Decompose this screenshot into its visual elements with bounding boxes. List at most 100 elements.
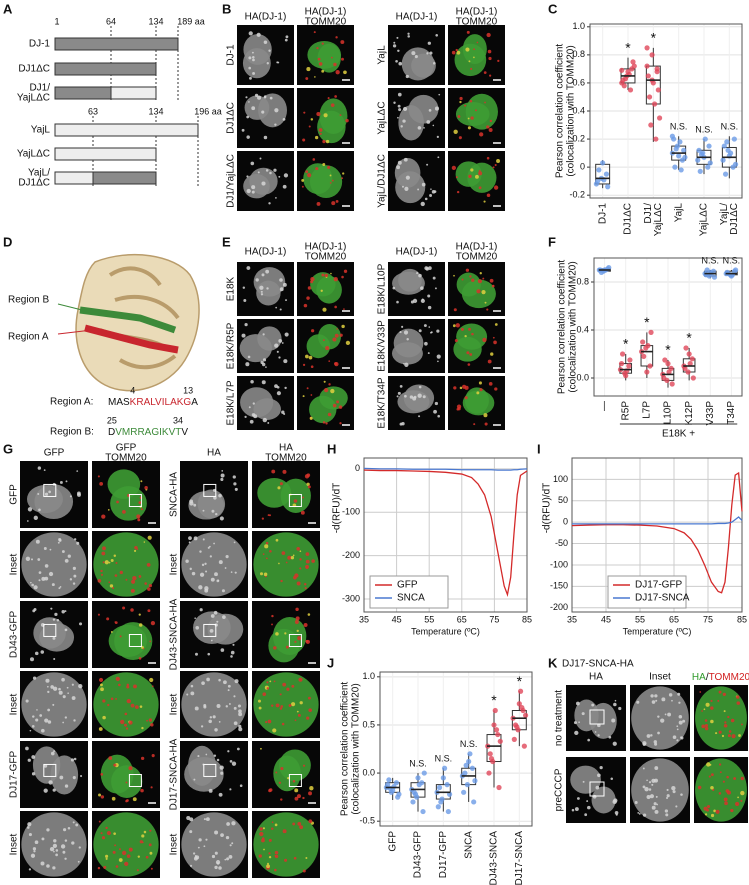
puncta: [405, 175, 410, 180]
puncta: [208, 788, 213, 793]
data-point: [469, 765, 476, 771]
puncta: [201, 681, 205, 685]
puncta: [75, 823, 79, 827]
puncta: [103, 865, 107, 869]
puncta: [53, 839, 57, 843]
puncta: [638, 812, 641, 815]
puncta: [281, 410, 285, 414]
panel-letter: K: [548, 655, 558, 670]
puncta: [257, 95, 262, 100]
puncta: [470, 168, 474, 172]
data-point: [385, 782, 391, 788]
legend-label: DJ17-SNCA: [635, 593, 690, 604]
puncta: [454, 339, 458, 343]
puncta: [469, 275, 472, 278]
header-part: HA: [692, 672, 706, 683]
puncta: [47, 708, 51, 712]
data-point: [721, 143, 727, 149]
puncta: [483, 71, 487, 75]
puncta: [283, 359, 288, 364]
puncta: [466, 351, 470, 355]
puncta: [490, 352, 494, 356]
puncta: [205, 570, 208, 573]
sequence-part: D: [108, 427, 115, 438]
residue-position: 134: [148, 16, 163, 26]
puncta: [30, 581, 32, 584]
puncta: [718, 690, 722, 694]
puncta: [282, 682, 287, 687]
data-point: [683, 345, 689, 351]
puncta: [48, 571, 54, 577]
puncta: [308, 819, 313, 824]
puncta: [311, 329, 315, 333]
puncta: [271, 623, 273, 626]
puncta: [328, 383, 331, 386]
puncta: [133, 549, 137, 553]
puncta: [188, 541, 191, 544]
puncta: [115, 562, 118, 564]
puncta: [71, 841, 75, 845]
puncta: [149, 677, 154, 683]
puncta: [587, 738, 590, 742]
puncta: [332, 403, 337, 408]
puncta: [198, 585, 203, 590]
x-tick-label: 85: [522, 614, 532, 624]
puncta: [486, 193, 491, 197]
cell: [465, 93, 498, 130]
puncta: [231, 821, 236, 826]
puncta: [67, 692, 69, 694]
puncta: [139, 840, 143, 844]
puncta: [273, 168, 277, 172]
puncta: [244, 323, 248, 327]
puncta: [483, 413, 488, 418]
puncta: [150, 786, 153, 789]
puncta: [25, 746, 29, 751]
puncta: [118, 683, 121, 687]
puncta: [104, 560, 109, 565]
inset-box: [203, 763, 217, 777]
puncta: [224, 567, 227, 569]
y-axis-label: -d(RFU)/dT: [332, 483, 343, 534]
y-axis-label: Pearson correlation coefficient: [340, 682, 351, 817]
puncta: [327, 165, 331, 169]
data-point: [640, 339, 646, 345]
puncta: [483, 200, 486, 203]
puncta: [125, 781, 128, 784]
data-point: [678, 167, 684, 173]
puncta: [680, 736, 684, 740]
puncta: [265, 366, 267, 368]
puncta: [261, 110, 265, 114]
puncta: [648, 788, 652, 791]
puncta: [149, 851, 153, 855]
micrograph: [237, 376, 294, 430]
puncta: [332, 337, 337, 342]
puncta: [488, 382, 493, 386]
puncta: [277, 486, 281, 490]
puncta: [728, 730, 732, 733]
puncta: [120, 719, 125, 725]
data-point: [445, 808, 451, 815]
puncta: [33, 585, 38, 590]
puncta: [434, 106, 440, 111]
puncta: [479, 388, 483, 392]
puncta: [213, 754, 217, 757]
puncta: [703, 708, 706, 711]
puncta: [325, 346, 330, 351]
data-point: [648, 122, 654, 128]
puncta: [697, 785, 702, 790]
puncta: [469, 353, 473, 356]
puncta: [458, 136, 462, 140]
puncta: [397, 160, 402, 165]
puncta: [246, 115, 250, 119]
puncta: [288, 703, 292, 707]
puncta: [212, 715, 216, 719]
puncta: [482, 277, 485, 280]
data-point: [412, 791, 419, 797]
puncta: [398, 61, 403, 66]
puncta: [62, 850, 66, 854]
puncta: [105, 857, 108, 860]
puncta: [238, 712, 243, 717]
puncta: [636, 700, 640, 704]
merge-header: HA(DJ-1): [456, 242, 498, 253]
data-point: [464, 782, 471, 788]
